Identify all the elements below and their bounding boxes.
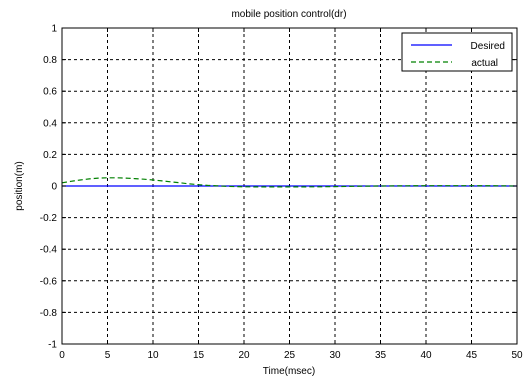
y-axis-label: position(m) [14, 161, 25, 210]
y-tick-label: 0.6 [43, 87, 57, 98]
x-tick-label: 20 [238, 350, 250, 361]
series-line-actual [61, 177, 518, 188]
legend: Desired actual [401, 32, 513, 72]
x-tick-label: 0 [59, 350, 65, 361]
legend-box [401, 32, 513, 72]
y-tick-label: 0 [51, 182, 57, 193]
x-axis: 0 5 10 15 20 25 30 35 40 45 50 [59, 28, 523, 361]
x-tick-label: 25 [284, 350, 296, 361]
x-tick-label: 5 [105, 350, 111, 361]
legend-label-desired: Desired [471, 41, 505, 52]
x-tick-label: 30 [329, 350, 341, 361]
y-tick-label: 1 [51, 24, 57, 35]
x-axis-label: Time(msec) [263, 366, 315, 377]
chart-title: mobile position control(dr) [231, 9, 346, 20]
x-tick-label: 10 [147, 350, 159, 361]
x-tick-label: 45 [466, 350, 478, 361]
series-layer [61, 177, 518, 188]
y-axis: 1 0.8 0.6 0.4 0.2 0 -0.2 -0.4 -0.6 -0.8 -1 [40, 24, 517, 351]
x-tick-label: 15 [193, 350, 205, 361]
y-tick-label: 0.4 [43, 118, 57, 129]
y-tick-label: 0.8 [43, 55, 57, 66]
y-tick-label: 0.2 [43, 150, 57, 161]
y-tick-label: -0.6 [40, 276, 58, 287]
y-tick-label: -0.8 [40, 308, 58, 319]
x-tick-label: 35 [375, 350, 387, 361]
y-tick-label: -1 [48, 340, 57, 351]
x-tick-label: 50 [511, 350, 523, 361]
y-tick-label: -0.2 [40, 213, 58, 224]
x-tick-label: 40 [420, 350, 432, 361]
y-tick-label: -0.4 [40, 245, 58, 256]
legend-label-actual: actual [471, 58, 498, 69]
